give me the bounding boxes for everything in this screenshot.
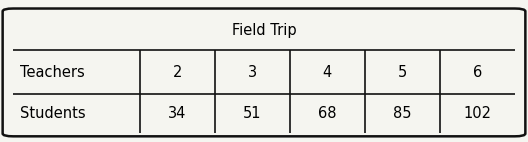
Text: 102: 102 — [464, 106, 492, 121]
Text: 3: 3 — [248, 65, 257, 80]
Text: 51: 51 — [243, 106, 262, 121]
Text: Students: Students — [20, 106, 85, 121]
Text: Teachers: Teachers — [20, 65, 84, 80]
Text: 68: 68 — [318, 106, 337, 121]
Text: Field Trip: Field Trip — [232, 23, 296, 38]
Text: 85: 85 — [393, 106, 412, 121]
FancyBboxPatch shape — [3, 9, 525, 136]
Text: 34: 34 — [168, 106, 187, 121]
Text: 2: 2 — [173, 65, 182, 80]
Text: 4: 4 — [323, 65, 332, 80]
Text: 5: 5 — [398, 65, 407, 80]
Text: 6: 6 — [473, 65, 482, 80]
